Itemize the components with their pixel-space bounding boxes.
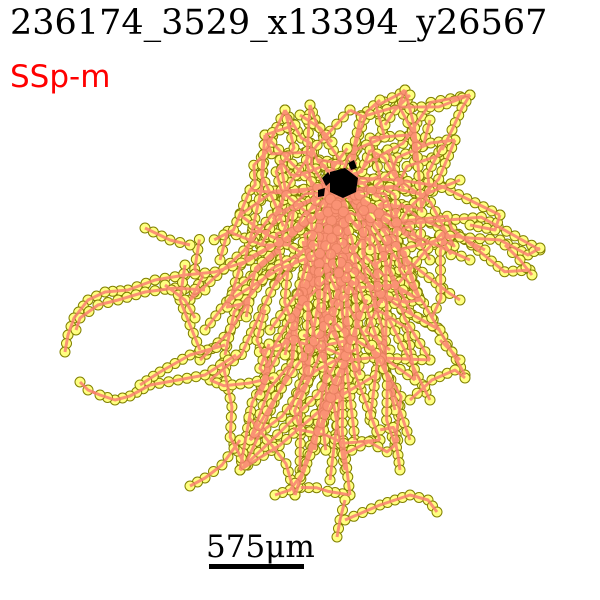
neurite-branch	[430, 229, 447, 319]
neurite-branch	[139, 343, 226, 387]
neurite-branch	[293, 298, 369, 496]
neurite-branch	[264, 123, 296, 137]
neurite-branch	[408, 368, 466, 402]
neurite-branch	[337, 271, 421, 302]
neurite-branch	[342, 440, 396, 456]
neurite-branch	[189, 439, 242, 488]
neurite-branch	[274, 109, 296, 201]
soma-shape	[322, 172, 333, 186]
neurite-branch	[469, 214, 502, 232]
neurite-branch	[258, 343, 271, 396]
neurite-branch	[298, 147, 349, 231]
neurite-branch	[209, 376, 274, 388]
neurite-branch	[380, 228, 447, 295]
neurite-branch	[225, 299, 251, 318]
neurite-branch	[293, 349, 312, 431]
neurite-branch	[292, 426, 381, 445]
neurite-branch	[367, 295, 421, 309]
neurite-branch	[283, 266, 307, 381]
neurite-branch	[375, 194, 400, 304]
neurite-branch	[346, 180, 432, 261]
neurite-branch	[369, 148, 406, 190]
neurite-branch	[305, 104, 321, 282]
neurite-branch	[244, 204, 345, 262]
neurite-branch	[248, 148, 270, 192]
neurite-branch	[345, 178, 467, 376]
neurite-branch	[63, 258, 251, 353]
neurite-branch	[248, 281, 356, 441]
neurite-branch	[337, 184, 531, 274]
neurite-branch	[299, 113, 334, 143]
neurite-branch	[178, 264, 202, 351]
neurite-branch	[418, 144, 444, 211]
neurite-branch	[335, 499, 347, 538]
soma-shape	[330, 168, 358, 198]
neurite-branch	[247, 416, 297, 496]
neurite-branch	[300, 485, 351, 497]
neurite-branch	[439, 233, 541, 257]
neurite-branch	[302, 333, 362, 376]
neurite-branch	[239, 374, 376, 472]
neurite-branch	[278, 159, 316, 256]
neurite-branch	[144, 226, 191, 247]
neurite-branch	[400, 223, 423, 271]
neurite-branch	[440, 229, 456, 256]
specimen-id-title: 236174_3529_x13394_y26567	[10, 3, 548, 43]
neurite-branch	[440, 94, 472, 151]
neurite-branch	[370, 344, 397, 446]
neurite-branch	[271, 108, 352, 220]
neurite-branch	[249, 347, 357, 442]
neurite-branch	[360, 93, 471, 119]
neurite-branch	[338, 355, 431, 363]
neurite-branch	[78, 353, 237, 402]
neurite-branch	[339, 261, 441, 332]
neurite-branch	[344, 493, 439, 522]
neurite-branch	[383, 93, 412, 126]
brain-region-label: SSp-m	[10, 59, 111, 95]
neurite-branch	[386, 239, 422, 301]
scale-bar-label: 575μm	[206, 529, 315, 565]
neuron-branches-overlay	[63, 88, 541, 538]
neurite-branch	[393, 439, 402, 471]
neurite-branch	[386, 149, 447, 231]
trace-node	[208, 234, 220, 246]
neurite-branch	[296, 292, 309, 308]
neurite-branch	[503, 243, 534, 276]
neurite-branch	[320, 306, 416, 382]
neurite-branch	[323, 181, 350, 291]
scale-bar	[209, 564, 304, 569]
neurite-branch	[238, 353, 343, 472]
neurite-branch	[74, 286, 206, 331]
neurite-branch	[213, 189, 252, 242]
neurite-branch	[229, 214, 352, 302]
neurite-branch	[438, 338, 462, 362]
neurite-branch	[331, 182, 357, 441]
neurite-branch	[258, 338, 351, 354]
neurite-branch	[337, 88, 406, 185]
neurite-branch	[339, 185, 541, 252]
soma-marker	[318, 160, 358, 198]
soma-shape	[318, 188, 325, 197]
soma-shape	[348, 160, 357, 170]
neurite-branch	[260, 134, 285, 227]
neurite-branch	[164, 283, 197, 319]
neurite-branch	[274, 469, 307, 497]
neurite-branch	[397, 89, 417, 162]
neurite-branch	[403, 89, 424, 213]
neurite-branch	[263, 133, 365, 234]
neurite-branch	[346, 186, 421, 212]
neurite-branch	[239, 213, 302, 254]
